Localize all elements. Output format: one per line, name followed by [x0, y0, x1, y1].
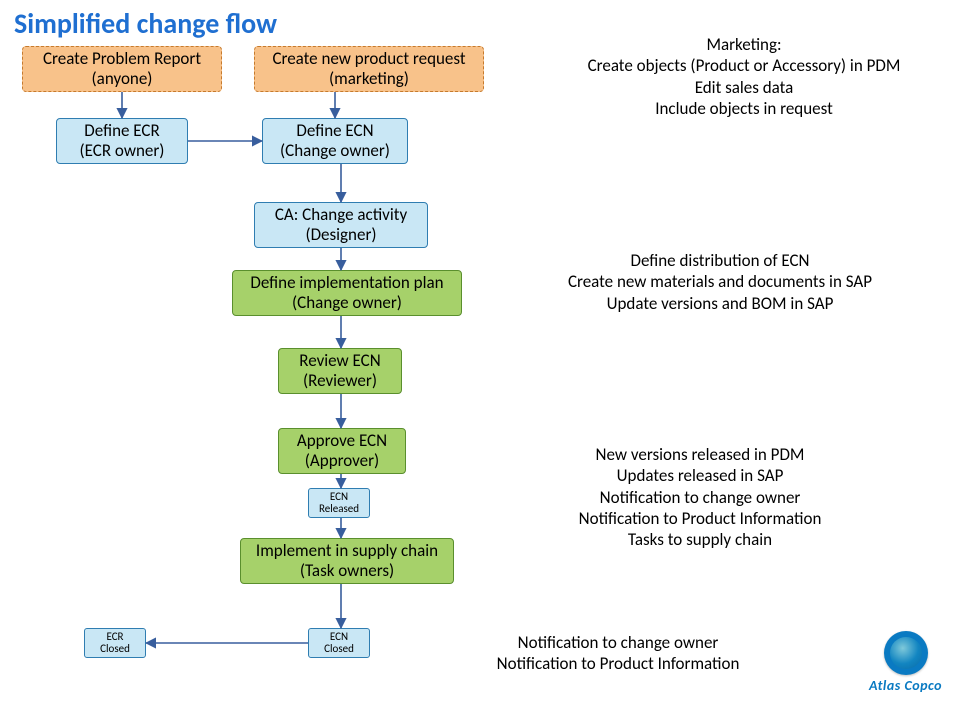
note-line: Notification to change owner	[520, 487, 880, 508]
node-implement-supply-chain: Implement in supply chain(Task owners)	[240, 538, 454, 584]
brand-logo: Atlas Copco	[869, 631, 942, 694]
node-ecr-closed: ECRClosed	[84, 628, 146, 658]
node-line: Approve ECN	[297, 431, 387, 451]
note-released: New versions released in PDMUpdates rele…	[520, 444, 880, 550]
node-approve-ecn: Approve ECN(Approver)	[278, 428, 406, 474]
note-line: Create objects (Product or Accessory) in…	[544, 55, 944, 76]
node-line: (marketing)	[329, 69, 409, 89]
node-line: Review ECN	[299, 351, 380, 371]
node-line: Define ECN	[296, 121, 373, 141]
node-line: Closed	[324, 643, 354, 655]
node-line: Implement in supply chain	[256, 541, 438, 561]
node-line: Released	[319, 503, 359, 515]
node-create-product-request: Create new product request(marketing)	[254, 46, 484, 92]
node-line: Create new product request	[272, 49, 465, 69]
page-title: Simplified change flow	[14, 6, 277, 41]
note-line: Updates released in SAP	[520, 465, 880, 486]
node-line: (Change owner)	[292, 293, 402, 313]
note-line: Include objects in request	[544, 98, 944, 119]
node-line: (Task owners)	[300, 561, 394, 581]
node-review-ecn: Review ECN(Reviewer)	[278, 348, 402, 394]
node-change-activity: CA: Change activity(Designer)	[254, 202, 428, 248]
node-line: CA: Change activity	[275, 205, 407, 225]
node-define-ecr: Define ECR(ECR owner)	[56, 118, 188, 164]
node-line: Create Problem Report	[43, 49, 201, 69]
node-ecn-released: ECNReleased	[308, 488, 370, 518]
note-marketing: Marketing:Create objects (Product or Acc…	[544, 34, 944, 119]
note-line: Marketing:	[544, 34, 944, 55]
note-line: Notification to change owner	[448, 632, 788, 653]
note-line: New versions released in PDM	[520, 444, 880, 465]
note-line: Define distribution of ECN	[520, 250, 920, 271]
note-line: Notification to Product Information	[448, 653, 788, 674]
node-line: (Designer)	[305, 225, 376, 245]
note-line: Edit sales data	[544, 77, 944, 98]
note-line: Notification to Product Information	[520, 508, 880, 529]
logo-text: Atlas Copco	[869, 677, 942, 694]
note-closed: Notification to change ownerNotification…	[448, 632, 788, 675]
note-line: Update versions and BOM in SAP	[520, 293, 920, 314]
node-line: (Reviewer)	[303, 371, 377, 391]
node-define-ecn: Define ECN(Change owner)	[262, 118, 408, 164]
logo-icon	[884, 631, 928, 675]
node-line: Define ECR	[84, 121, 159, 141]
node-line: (Approver)	[305, 451, 379, 471]
node-ecn-closed: ECNClosed	[308, 628, 370, 658]
node-line: Closed	[100, 643, 130, 655]
note-line: Create new materials and documents in SA…	[520, 271, 920, 292]
node-line: (anyone)	[92, 69, 153, 89]
node-implementation-plan: Define implementation plan(Change owner)	[232, 270, 462, 316]
note-line: Tasks to supply chain	[520, 529, 880, 550]
node-line: (Change owner)	[280, 141, 390, 161]
node-line: Define implementation plan	[250, 273, 443, 293]
node-line: (ECR owner)	[80, 141, 165, 161]
note-distribution: Define distribution of ECNCreate new mat…	[520, 250, 920, 314]
node-create-problem-report: Create Problem Report(anyone)	[22, 46, 222, 92]
